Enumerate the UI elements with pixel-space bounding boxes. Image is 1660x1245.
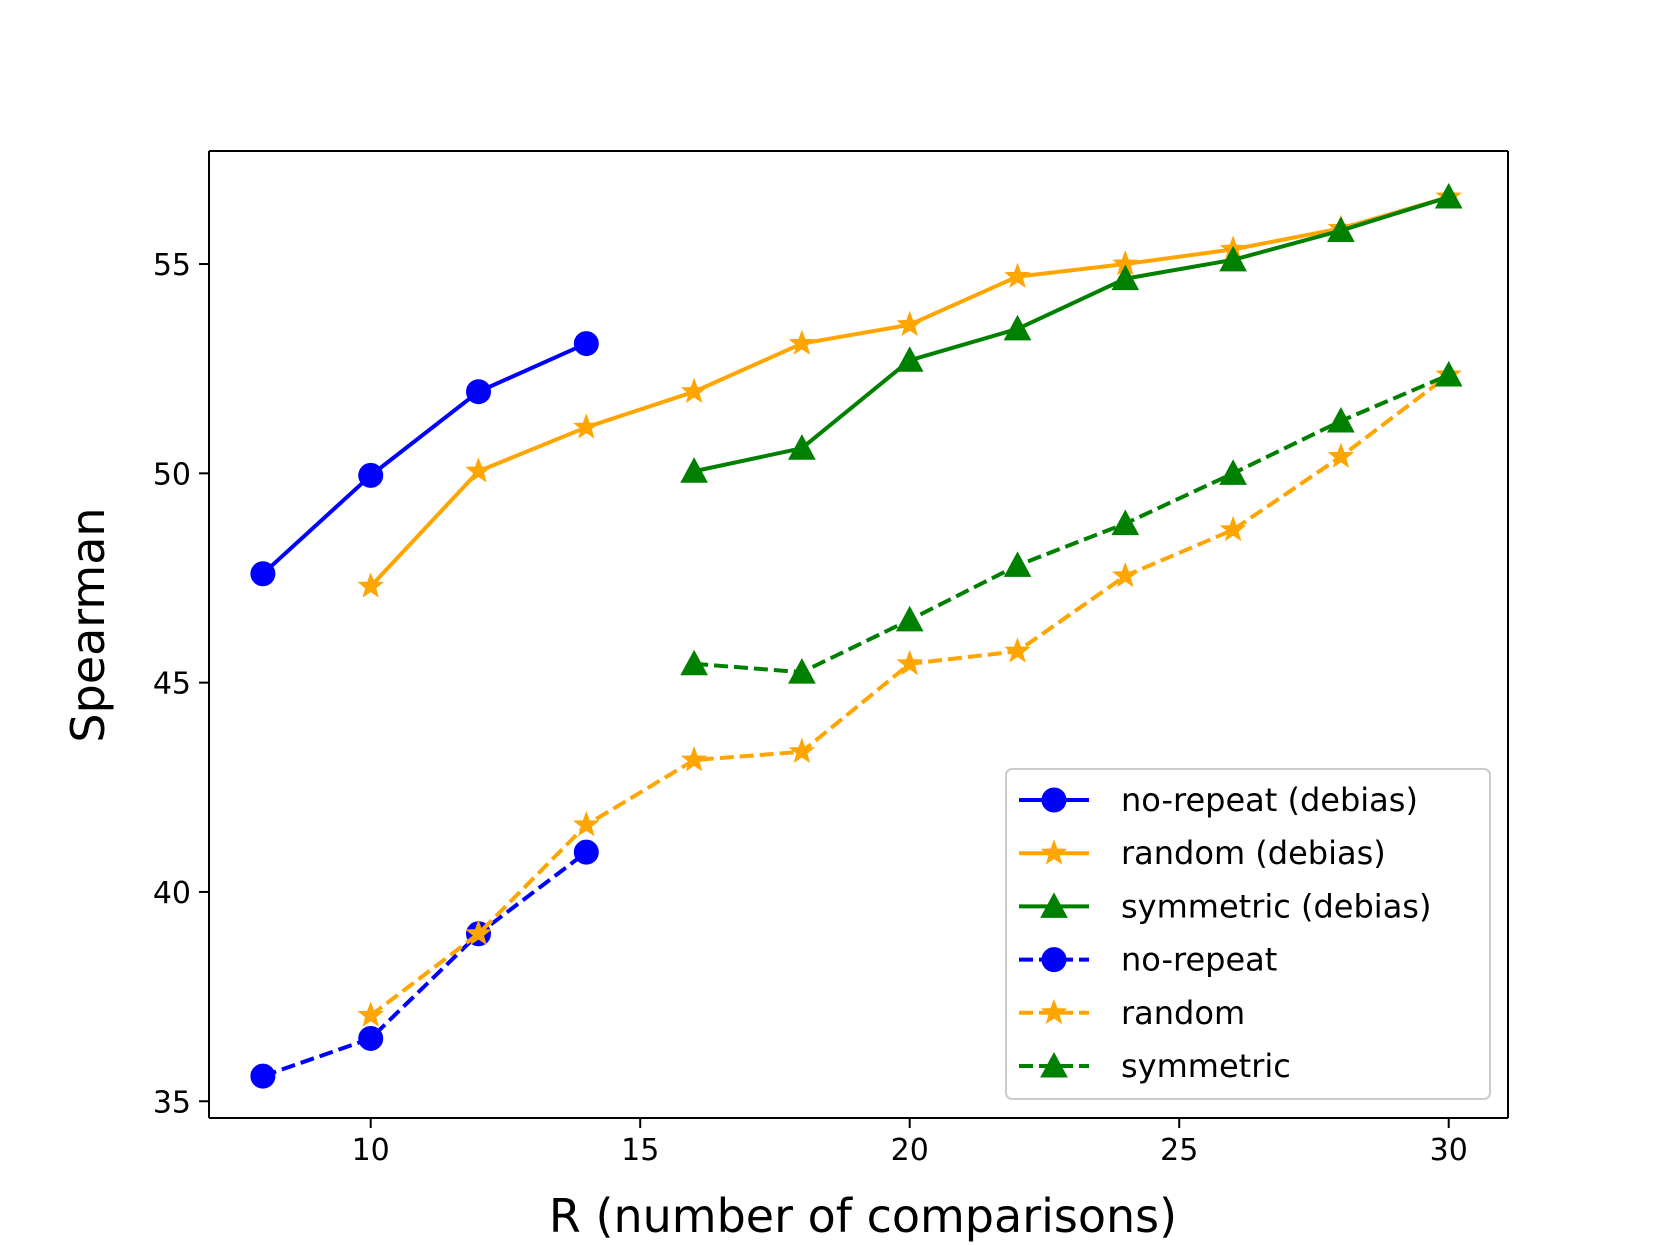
series-symmetric [680,360,1463,684]
data-point-symmetric-debias-18 [788,434,816,460]
legend-marker-random [1040,998,1068,1025]
data-point-random-debias-20 [896,310,923,337]
data-point-random-12 [465,919,492,946]
series-no-repeat-debias [250,331,599,587]
series-symmetric-debias [680,182,1463,483]
x-tick-label-25: 25 [1160,1133,1198,1168]
legend-entry-symmetric: symmetric [1019,1047,1291,1085]
data-point-symmetric-debias-26 [1219,245,1247,272]
series-random [357,361,1462,1027]
legend-label-no-repeat-debias: no-repeat (debias) [1121,781,1418,819]
legend-label-symmetric-debias: symmetric (debias) [1121,887,1431,925]
data-point-symmetric-16 [680,649,708,676]
data-point-no-repeat-debias-14 [573,331,599,357]
data-point-random-18 [788,737,816,763]
data-point-symmetric-30 [1434,360,1463,387]
data-point-random-debias-22 [1004,262,1031,288]
data-point-random-14 [573,811,600,837]
data-point-symmetric-20 [895,605,924,632]
series-line-no-repeat [262,850,588,1079]
series-line-symmetric-debias [693,195,1450,474]
legend: no-repeat (debias) random (debias) symmetr… [1005,768,1491,1100]
data-point-no-repeat-debias-10 [358,462,384,488]
data-point-symmetric-debias-16 [680,457,708,483]
legend-box [1005,768,1491,1100]
axis-ticks: 10 15 20 25 30 35 40 45 50 55 [153,248,1468,1168]
legend-entry-no-repeat: no-repeat [1019,941,1277,979]
y-tick-label-40: 40 [153,876,191,911]
data-point-random-debias-12 [465,457,492,483]
data-point-symmetric-26 [1219,459,1247,485]
legend-entry-random: random [1019,994,1245,1032]
data-point-symmetric-28 [1327,406,1355,433]
legend-marker-no-repeat [1041,947,1067,973]
data-point-symmetric-24 [1111,509,1140,536]
legend-entry-random-debias: random (debias) [1019,834,1386,872]
plot-area [208,150,1509,1119]
data-point-random-debias-10 [357,572,384,598]
data-point-random-debias-14 [573,413,600,439]
data-point-symmetric-22 [1003,551,1032,577]
data-point-no-repeat-14 [573,839,599,865]
data-point-no-repeat-10 [358,1025,384,1051]
data-point-no-repeat-8 [250,1063,276,1089]
series-random-debias [357,183,1462,598]
legend-entry-symmetric-debias: symmetric (debias) [1019,887,1431,925]
data-point-no-repeat-debias-12 [466,379,492,405]
data-point-random-10 [357,1001,384,1027]
x-tick-label-10: 10 [352,1133,390,1168]
data-point-random-debias-18 [788,329,816,355]
data-point-random-debias-16 [680,377,708,403]
legend-label-symmetric: symmetric [1121,1047,1291,1085]
x-tick-label-30: 30 [1430,1133,1468,1168]
data-point-random-22 [1004,637,1031,663]
legend-marker-no-repeat-debias [1041,787,1067,813]
x-tick-label-20: 20 [891,1133,929,1168]
data-point-random-16 [680,746,708,772]
data-point-random-20 [896,649,923,676]
data-point-random-24 [1112,561,1139,588]
legend-label-random-debias: random (debias) [1121,834,1386,872]
x-axis-title: R (number of comparisons) [549,1189,1177,1243]
legend-label-no-repeat: no-repeat [1121,941,1277,979]
y-tick-label-45: 45 [153,667,191,702]
data-point-symmetric-debias-30 [1434,182,1463,209]
data-point-random-28 [1327,442,1355,468]
series-line-symmetric [693,373,1450,675]
series-line-no-repeat-debias [261,341,588,576]
data-point-symmetric-debias-24 [1111,264,1140,291]
y-axis-title: Spearman [61,507,115,742]
legend-entry-no-repeat-debias: no-repeat (debias) [1019,781,1418,819]
y-tick-label-55: 55 [153,248,191,283]
x-tick-label-15: 15 [621,1133,659,1168]
legend-marker-random-debias [1040,839,1068,865]
data-point-symmetric-debias-20 [895,346,924,372]
data-point-random-26 [1219,515,1247,542]
data-point-symmetric-debias-22 [1003,314,1032,341]
data-point-no-repeat-debias-8 [250,561,276,587]
data-point-symmetric-debias-28 [1327,216,1355,243]
legend-marker-symmetric-debias [1040,892,1068,918]
data-point-symmetric-18 [788,658,816,684]
legend-marker-symmetric [1040,1051,1068,1078]
legend-label-random: random [1121,994,1245,1032]
y-tick-label-50: 50 [153,457,191,492]
y-tick-label-35: 35 [153,1085,191,1120]
